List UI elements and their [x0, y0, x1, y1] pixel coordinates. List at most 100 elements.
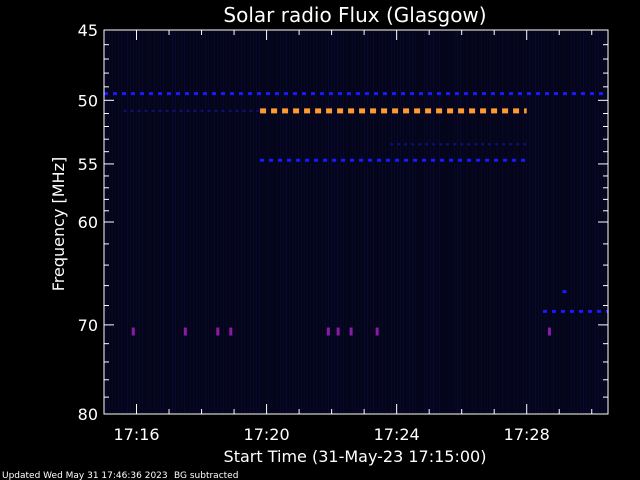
- noise-stripe: [586, 31, 587, 413]
- noise-stripe: [136, 31, 137, 413]
- noise-stripe: [556, 31, 557, 413]
- noise-stripe: [199, 31, 200, 413]
- noise-stripe: [229, 31, 230, 413]
- noise-stripe: [352, 31, 353, 413]
- noise-stripe: [568, 31, 569, 413]
- noise-stripe: [424, 31, 425, 413]
- burst-mark: [375, 327, 379, 336]
- noise-stripe: [160, 31, 161, 413]
- burst-mark: [547, 327, 551, 336]
- noise-stripe: [202, 31, 203, 413]
- noise-stripe: [310, 31, 311, 413]
- noise-stripe: [460, 31, 461, 413]
- noise-stripe: [226, 31, 227, 413]
- noise-stripe: [145, 31, 146, 413]
- noise-stripe: [328, 31, 329, 413]
- noise-stripe: [400, 31, 401, 413]
- noise-stripe: [148, 31, 149, 413]
- noise-stripe: [268, 31, 269, 413]
- noise-stripe: [208, 31, 209, 413]
- noise-stripe: [595, 31, 596, 413]
- noise-stripe: [541, 31, 542, 413]
- noise-stripe: [214, 31, 215, 413]
- x-tick-label: 17:28: [504, 425, 550, 444]
- noise-stripe: [262, 31, 263, 413]
- noise-stripe: [304, 31, 305, 413]
- noise-stripe: [565, 31, 566, 413]
- noise-stripe: [349, 31, 350, 413]
- noise-stripe: [355, 31, 356, 413]
- noise-stripe: [256, 31, 257, 413]
- noise-stripe: [451, 31, 452, 413]
- noise-stripe: [511, 31, 512, 413]
- noise-stripe: [589, 31, 590, 413]
- noise-stripe: [406, 31, 407, 413]
- noise-stripe: [415, 31, 416, 413]
- noise-stripe: [580, 31, 581, 413]
- noise-stripe: [466, 31, 467, 413]
- noise-stripe: [118, 31, 119, 413]
- noise-stripe: [151, 31, 152, 413]
- burst-mark: [229, 327, 233, 336]
- y-tick-label: 60: [78, 213, 98, 232]
- noise-stripe: [457, 31, 458, 413]
- noise-stripe: [376, 31, 377, 413]
- noise-stripe: [130, 31, 131, 413]
- noise-stripe: [307, 31, 308, 413]
- noise-stripe: [265, 31, 266, 413]
- noise-stripe: [175, 31, 176, 413]
- chart-title: Solar radio Flux (Glasgow): [223, 3, 486, 27]
- noise-stripe: [463, 31, 464, 413]
- noise-stripe: [517, 31, 518, 413]
- noise-stripe: [274, 31, 275, 413]
- noise-stripe: [397, 31, 398, 413]
- noise-stripe: [187, 31, 188, 413]
- noise-stripe: [433, 31, 434, 413]
- noise-stripe: [223, 31, 224, 413]
- noise-stripe: [334, 31, 335, 413]
- noise-stripe: [439, 31, 440, 413]
- noise-stripe: [244, 31, 245, 413]
- noise-stripe: [490, 31, 491, 413]
- noise-stripe: [445, 31, 446, 413]
- noise-stripe: [367, 31, 368, 413]
- noise-stripe: [217, 31, 218, 413]
- noise-stripe: [394, 31, 395, 413]
- noise-stripe: [346, 31, 347, 413]
- y-tick-label: 45: [78, 21, 98, 40]
- noise-stripe: [538, 31, 539, 413]
- noise-stripe: [163, 31, 164, 413]
- noise-stripe: [193, 31, 194, 413]
- noise-stripe: [298, 31, 299, 413]
- noise-stripe: [295, 31, 296, 413]
- x-axis-label: Start Time (31-May-23 17:15:00): [224, 447, 487, 466]
- noise-stripe: [325, 31, 326, 413]
- noise-stripe: [301, 31, 302, 413]
- noise-stripe: [508, 31, 509, 413]
- noise-stripe: [421, 31, 422, 413]
- noise-stripe: [427, 31, 428, 413]
- noise-stripe: [154, 31, 155, 413]
- noise-stripe: [571, 31, 572, 413]
- noise-stripe: [316, 31, 317, 413]
- noise-stripe: [211, 31, 212, 413]
- noise-stripe: [133, 31, 134, 413]
- noise-stripe: [529, 31, 530, 413]
- noise-stripe: [520, 31, 521, 413]
- noise-stripe: [550, 31, 551, 413]
- noise-stripe: [196, 31, 197, 413]
- noise-stripe: [364, 31, 365, 413]
- noise-stripe: [289, 31, 290, 413]
- y-tick-label: 50: [78, 91, 98, 110]
- noise-stripe: [379, 31, 380, 413]
- noise-stripe: [484, 31, 485, 413]
- noise-stripe: [478, 31, 479, 413]
- noise-stripe: [241, 31, 242, 413]
- noise-stripe: [448, 31, 449, 413]
- noise-stripe: [358, 31, 359, 413]
- noise-stripe: [319, 31, 320, 413]
- noise-stripe: [139, 31, 140, 413]
- noise-stripe: [505, 31, 506, 413]
- noise-stripe: [502, 31, 503, 413]
- y-tick-label: 70: [78, 316, 98, 335]
